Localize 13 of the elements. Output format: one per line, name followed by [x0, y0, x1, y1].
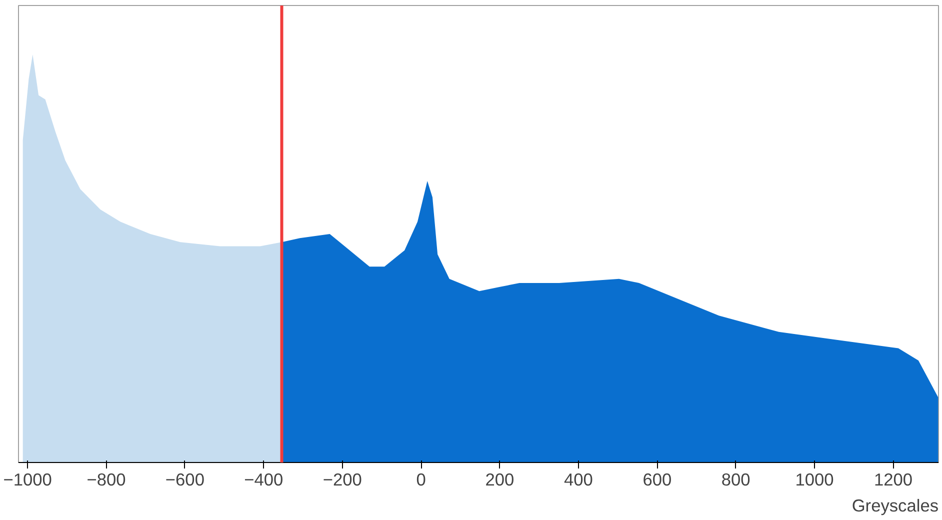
x-tick-label: −400	[244, 470, 284, 490]
x-tick-label: 0	[416, 470, 426, 490]
x-tick-label: −600	[165, 470, 204, 490]
x-tick-label: 1200	[874, 470, 913, 490]
x-tick-label: 600	[642, 470, 672, 490]
x-tick-label: −200	[322, 470, 362, 490]
x-tick-label: 400	[564, 470, 593, 490]
x-axis-title: Greyscales	[852, 496, 939, 516]
x-tick-label: 1000	[795, 470, 834, 490]
x-tick-label: 800	[721, 470, 750, 490]
x-tick-label: −1000	[3, 470, 52, 490]
x-tick-label: 200	[485, 470, 514, 490]
x-tick-label: −800	[86, 470, 126, 490]
